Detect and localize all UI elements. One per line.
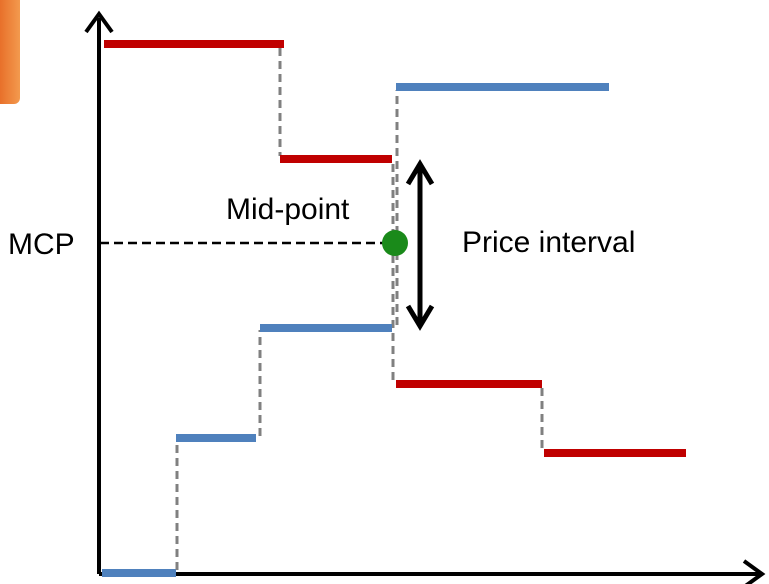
supply-curve bbox=[102, 83, 609, 577]
green-dot-icon bbox=[382, 230, 408, 256]
price-interval-label: Price interval bbox=[462, 226, 636, 259]
mid-point-label: Mid-point bbox=[226, 193, 350, 226]
axes bbox=[84, 10, 766, 584]
mcp-label: MCP bbox=[8, 228, 75, 261]
y-axis-arrowhead bbox=[84, 10, 114, 34]
orange-tab-icon bbox=[0, 0, 20, 104]
x-axis-arrowhead bbox=[742, 559, 766, 584]
double-arrow-icon bbox=[405, 159, 435, 331]
demand-curve bbox=[104, 40, 686, 457]
